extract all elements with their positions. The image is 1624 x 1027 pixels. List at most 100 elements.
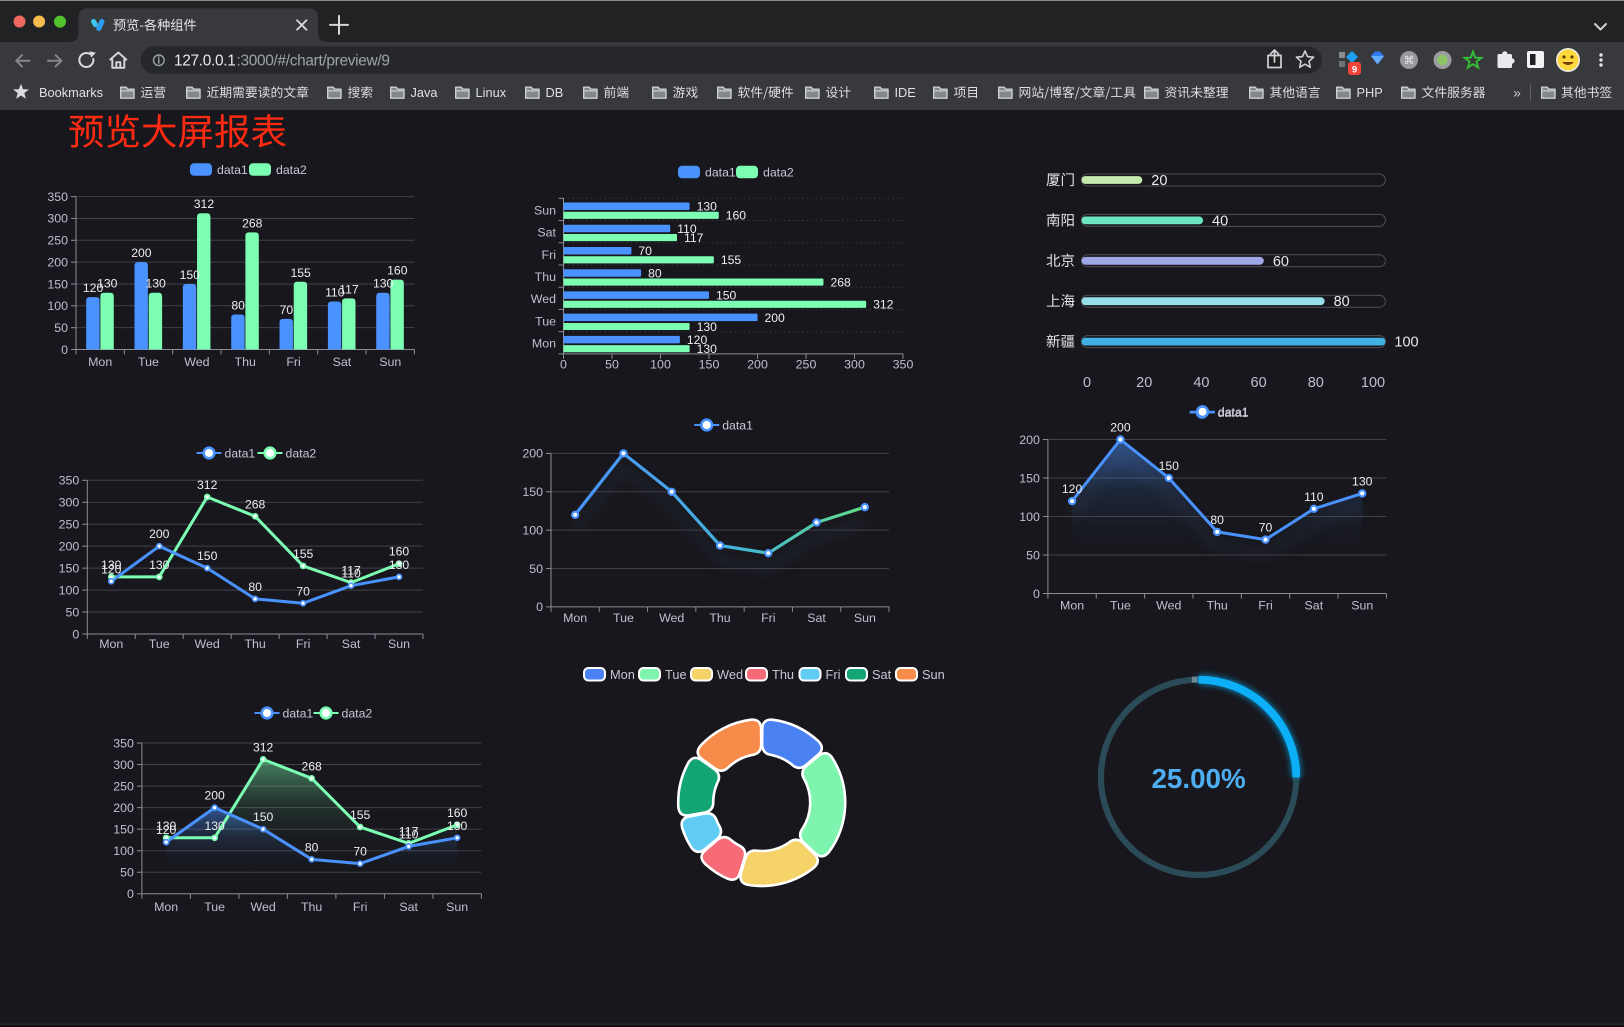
svg-text:117: 117 [399, 824, 419, 838]
svg-text:data1: data1 [283, 707, 314, 721]
svg-text:150: 150 [253, 810, 274, 824]
svg-text:Sun: Sun [854, 611, 876, 625]
svg-text:150: 150 [522, 485, 543, 499]
svg-text:130: 130 [97, 277, 118, 291]
svg-text:300: 300 [59, 496, 80, 510]
svg-text:155: 155 [721, 253, 742, 267]
svg-text:80: 80 [305, 840, 319, 854]
svg-text:Mon: Mon [610, 667, 635, 682]
svg-text:PHP: PHP [1357, 85, 1383, 100]
svg-text:⌘: ⌘ [1404, 55, 1415, 67]
svg-text:Sat: Sat [342, 637, 361, 651]
svg-text:70: 70 [638, 244, 652, 258]
svg-text:20: 20 [1151, 173, 1167, 189]
svg-text:200: 200 [765, 311, 786, 325]
svg-text:200: 200 [1019, 433, 1040, 447]
svg-text:20: 20 [1136, 375, 1152, 391]
svg-text:0: 0 [560, 358, 567, 372]
svg-text:Sun: Sun [534, 203, 556, 217]
svg-text:155: 155 [293, 547, 314, 561]
svg-text:Sun: Sun [922, 667, 945, 682]
svg-text:130: 130 [145, 277, 166, 291]
svg-text:Mon: Mon [532, 337, 556, 351]
svg-text:130: 130 [149, 558, 170, 572]
svg-text:data2: data2 [276, 163, 307, 177]
svg-text:350: 350 [59, 474, 80, 488]
svg-text:Mon: Mon [154, 900, 178, 914]
svg-text:Fri: Fri [826, 667, 841, 682]
svg-text:200: 200 [149, 527, 170, 541]
svg-text:Wed: Wed [1156, 599, 1181, 613]
svg-text:80: 80 [1210, 513, 1224, 527]
svg-text:120: 120 [101, 562, 122, 576]
svg-text:155: 155 [350, 808, 371, 822]
svg-text:0: 0 [536, 600, 543, 614]
svg-text:200: 200 [47, 255, 68, 269]
svg-text:150: 150 [59, 561, 80, 575]
svg-text:250: 250 [59, 518, 80, 532]
svg-text:50: 50 [529, 562, 543, 576]
svg-text:150: 150 [716, 289, 737, 303]
svg-text:120: 120 [156, 823, 177, 837]
svg-text:9: 9 [1352, 64, 1357, 75]
svg-text:100: 100 [522, 523, 543, 537]
svg-text:0: 0 [1083, 375, 1091, 391]
svg-text:Thu: Thu [1206, 599, 1227, 613]
svg-text:Thu: Thu [709, 611, 730, 625]
svg-text:130: 130 [389, 558, 410, 572]
svg-text:117: 117 [684, 231, 704, 245]
svg-text:Wed: Wed [251, 900, 276, 914]
svg-text:268: 268 [245, 497, 266, 511]
svg-text:60: 60 [1273, 254, 1289, 270]
svg-text:Fri: Fri [761, 611, 775, 625]
svg-text:130: 130 [447, 819, 468, 833]
svg-text:Java: Java [411, 85, 439, 100]
svg-text:155: 155 [290, 266, 311, 280]
svg-text:200: 200 [204, 789, 225, 803]
svg-text:130: 130 [697, 320, 718, 334]
svg-text:200: 200 [522, 447, 543, 461]
svg-text:130: 130 [101, 558, 122, 572]
svg-text:Sat: Sat [399, 900, 418, 914]
svg-text:130: 130 [373, 277, 394, 291]
svg-text:40: 40 [1212, 213, 1228, 229]
svg-text:»: » [1513, 85, 1521, 101]
svg-text:Tue: Tue [535, 314, 556, 328]
svg-text:Sat: Sat [872, 667, 892, 682]
svg-text:312: 312 [253, 740, 274, 754]
svg-text:50: 50 [120, 866, 134, 880]
svg-text:Wed: Wed [717, 667, 743, 682]
svg-text:Fri: Fri [1258, 599, 1272, 613]
svg-text:350: 350 [47, 190, 68, 204]
svg-text:160: 160 [726, 209, 747, 223]
svg-text:Mon: Mon [1060, 599, 1084, 613]
svg-text:Fri: Fri [542, 248, 556, 262]
svg-text:Sat: Sat [807, 611, 826, 625]
svg-text:350: 350 [113, 736, 134, 750]
svg-text:Sat: Sat [1305, 599, 1324, 613]
svg-text:160: 160 [389, 545, 410, 559]
svg-text:150: 150 [1019, 471, 1040, 485]
svg-text:200: 200 [747, 358, 768, 372]
svg-text:Tue: Tue [138, 355, 159, 369]
svg-text:120: 120 [1062, 482, 1083, 496]
svg-text:Thu: Thu [772, 667, 794, 682]
svg-text:250: 250 [796, 358, 817, 372]
svg-text:80: 80 [248, 580, 262, 594]
svg-text:130: 130 [1352, 474, 1373, 488]
svg-text:200: 200 [113, 801, 134, 815]
svg-text:200: 200 [131, 246, 152, 260]
svg-text:110: 110 [341, 567, 361, 581]
svg-text:300: 300 [47, 212, 68, 226]
svg-text:268: 268 [301, 759, 322, 773]
svg-text:50: 50 [66, 605, 80, 619]
svg-text:0: 0 [61, 343, 68, 357]
svg-text:117: 117 [341, 564, 361, 578]
svg-text:Sun: Sun [1351, 599, 1373, 613]
svg-text:80: 80 [648, 266, 662, 280]
svg-text:Wed: Wed [184, 355, 209, 369]
svg-text:160: 160 [387, 264, 408, 278]
svg-text:Sun: Sun [388, 637, 410, 651]
svg-text:50: 50 [1026, 548, 1040, 562]
svg-text:100: 100 [59, 583, 80, 597]
